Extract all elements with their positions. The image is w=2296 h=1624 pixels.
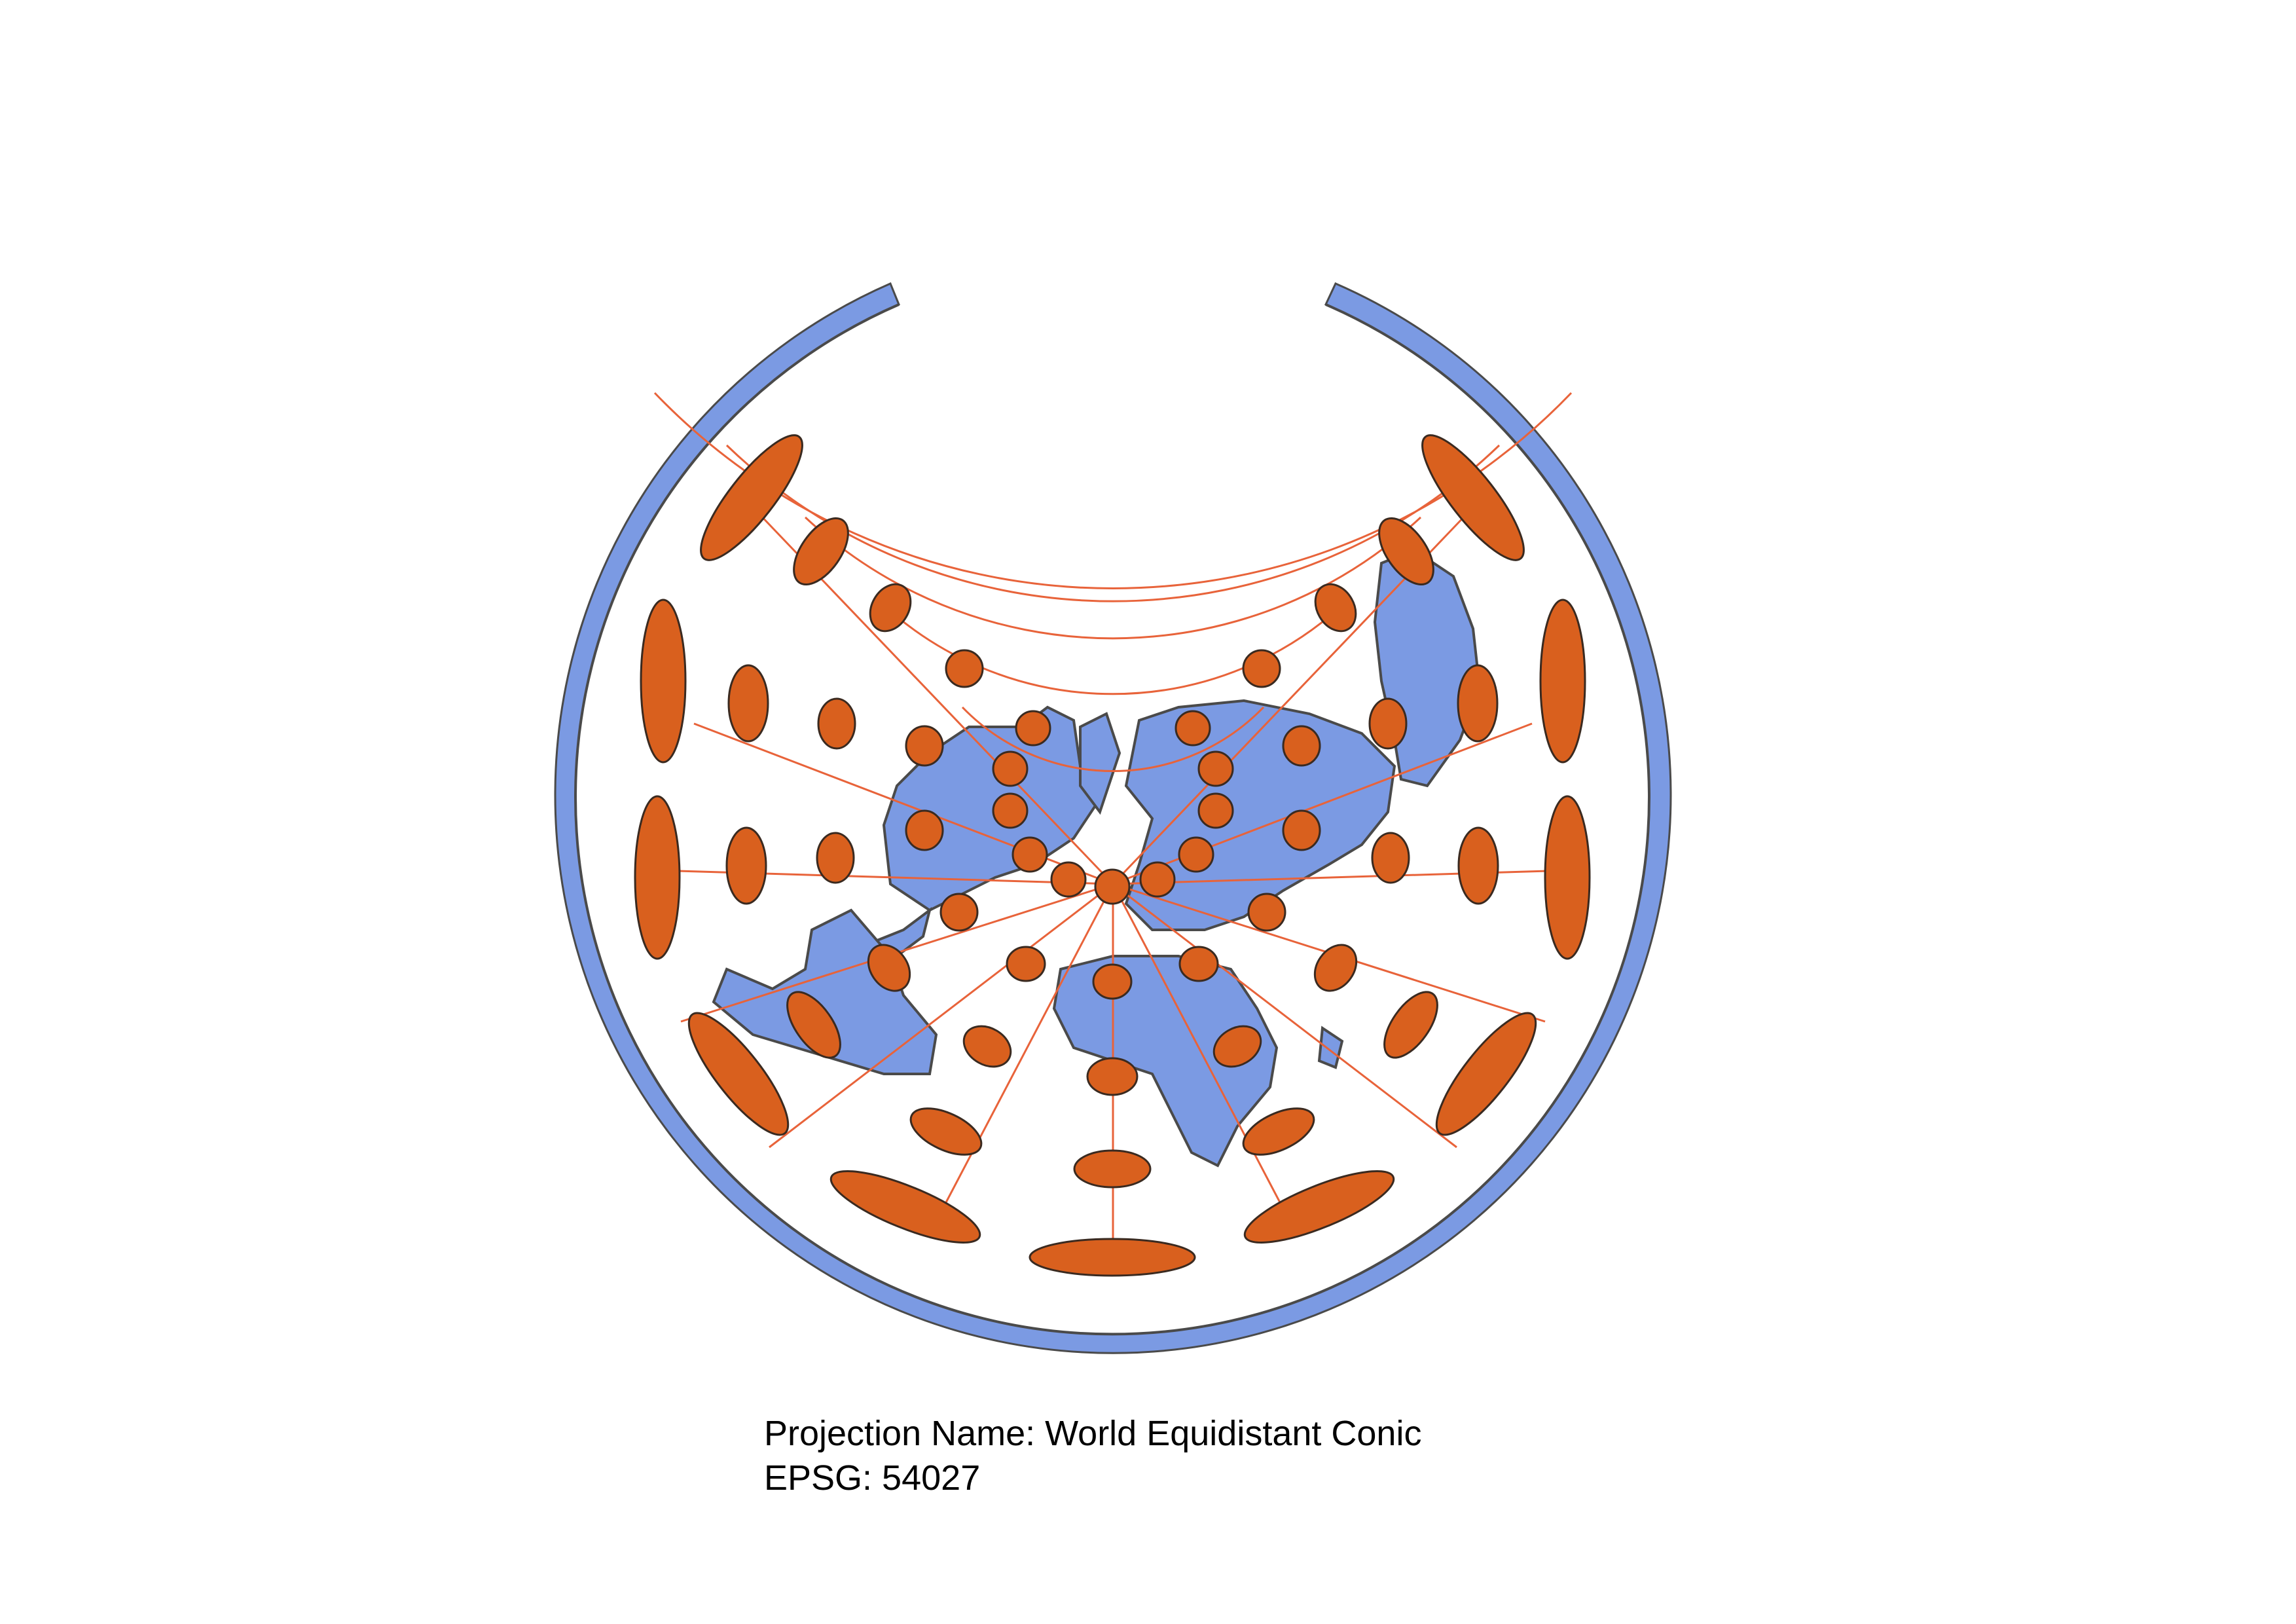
- tissot-ellipse: [1086, 1057, 1139, 1096]
- tissot-ellipse: [909, 1107, 983, 1156]
- tissot-ellipse: [1314, 583, 1357, 633]
- greenland: [1079, 712, 1121, 815]
- tissot-ellipse: [640, 599, 687, 764]
- tissot-ellipse: [1371, 832, 1410, 884]
- tissot-ellipse: [1282, 725, 1321, 767]
- tissot-ellipse: [1378, 517, 1434, 586]
- madagascar: [1317, 1025, 1344, 1069]
- tissot-ellipse: [1092, 963, 1133, 1000]
- tissot-ellipse: [1029, 1238, 1196, 1277]
- tissot-ellipse: [816, 832, 855, 884]
- tissot-ellipse: [905, 809, 944, 851]
- parallel-60s: [653, 392, 1573, 589]
- tissot-ellipse: [786, 991, 841, 1059]
- tissot-ellipse: [1421, 434, 1525, 561]
- tissot-ellipse: [867, 944, 911, 992]
- tissot-ellipse: [992, 750, 1029, 787]
- tissot-ellipse: [1050, 861, 1087, 898]
- tissot-ellipse: [1544, 795, 1591, 960]
- tissot-ellipse: [700, 434, 803, 561]
- tissot-ellipse: [1178, 946, 1219, 982]
- tissot-ellipse: [1383, 991, 1438, 1059]
- tissot-ellipse: [992, 792, 1029, 829]
- tissot-ellipse: [1243, 1170, 1395, 1244]
- tissot-ellipse: [1178, 836, 1214, 873]
- tissot-ellipse: [1011, 836, 1048, 873]
- tissot-ellipse: [1006, 946, 1046, 982]
- tissot-ellipse: [1539, 599, 1586, 764]
- tissot-ellipse: [1197, 750, 1234, 787]
- tissot-ellipse: [962, 1025, 1012, 1068]
- tissot-ellipse: [727, 664, 769, 743]
- tissot-ellipse: [1247, 893, 1286, 932]
- tissot-ellipse: [1073, 1149, 1152, 1189]
- map-boundary: [574, 303, 1650, 1336]
- tissot-ellipse: [1242, 1107, 1315, 1156]
- tissot-ellipse: [1139, 861, 1176, 898]
- parallel-30n: [876, 598, 1350, 695]
- parallel-60n: [961, 706, 1265, 772]
- tissot-ellipse: [1175, 710, 1211, 747]
- land-masses: [712, 548, 1482, 1168]
- tissot-ellipse: [1313, 944, 1358, 992]
- tissot-ellipse: [939, 893, 979, 932]
- tissot-ellipse: [687, 1012, 790, 1136]
- tissot-ellipse: [829, 1170, 981, 1244]
- tissot-ellipse: [634, 795, 681, 960]
- tissot-ellipse: [1282, 809, 1321, 851]
- tissot-ellipse: [945, 649, 984, 688]
- tissot-ellipse: [1435, 1012, 1537, 1136]
- tissot-ellipse: [869, 583, 912, 633]
- map-caption: Projection Name: World Equidistant Conic…: [764, 1411, 1421, 1500]
- tissot-ellipse: [817, 697, 856, 750]
- tissot-ellipse: [725, 826, 767, 905]
- projection-name-text: Projection Name: World Equidistant Conic: [764, 1414, 1422, 1453]
- tissot-ellipse: [1242, 649, 1281, 688]
- parallel-0: [804, 516, 1422, 640]
- tissot-ellipse: [905, 725, 944, 767]
- tissot-ellipse: [1457, 664, 1499, 743]
- epsg-code-text: EPSG: 54027: [764, 1458, 981, 1498]
- tissot-ellipse: [1368, 697, 1408, 750]
- tissot-ellipse: [1457, 826, 1499, 905]
- tissot-ellipse: [793, 517, 849, 586]
- tissot-ellipse: [1015, 710, 1051, 747]
- tissot-ellipse: [1094, 868, 1131, 905]
- tissot-ellipse: [1212, 1025, 1262, 1068]
- tissot-indicatrices: [634, 434, 1591, 1277]
- tissot-ellipse: [1197, 792, 1234, 829]
